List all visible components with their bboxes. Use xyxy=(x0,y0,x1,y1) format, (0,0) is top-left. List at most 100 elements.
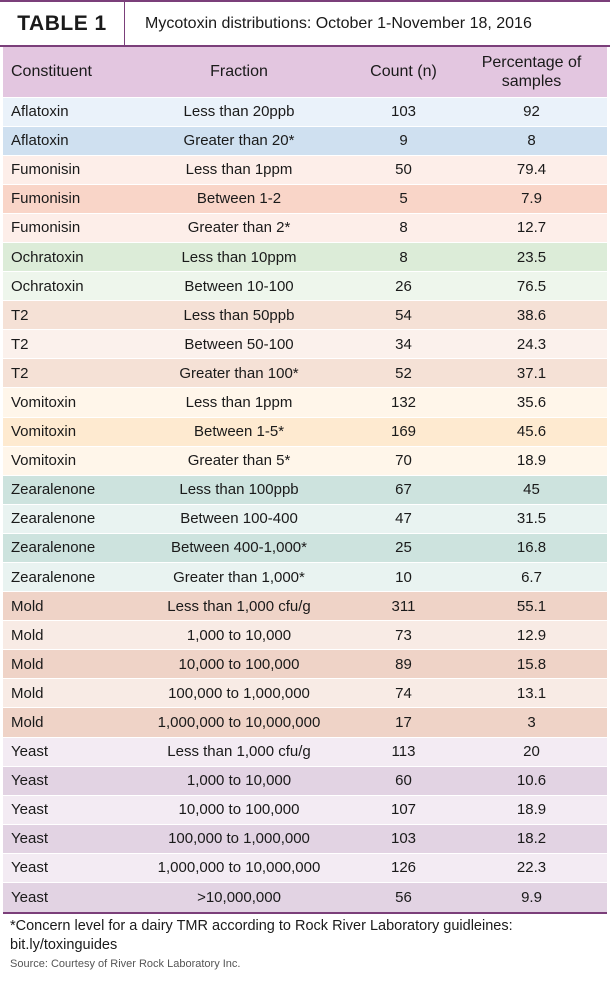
table-row: Vomitoxin Less than 1ppm 132 35.6 xyxy=(3,387,607,418)
cell-percentage: 92 xyxy=(523,103,540,121)
table-row: Vomitoxin Between 1-5* 169 45.6 xyxy=(3,417,607,447)
cell-percentage: 22.3 xyxy=(516,859,547,877)
cell-count: 47 xyxy=(395,510,412,528)
cell-percentage: 16.8 xyxy=(516,539,547,557)
cell-constituent: Zearalenone xyxy=(11,568,96,586)
table-row: Ochratoxin Less than 10ppm 8 23.5 xyxy=(3,242,607,272)
cell-percentage: 45 xyxy=(523,481,540,499)
cell-fraction: Between 1-5* xyxy=(193,423,285,441)
cell-constituent: Mold xyxy=(11,597,44,615)
table-row: Mold 1,000,000 to 10,000,000 17 3 xyxy=(3,707,607,738)
cell-count: 50 xyxy=(395,161,412,179)
cell-percentage: 55.1 xyxy=(516,597,547,615)
cell-percentage: 20 xyxy=(523,743,540,761)
cell-count: 56 xyxy=(395,888,412,906)
cell-fraction: Greater than 20* xyxy=(183,132,295,150)
cell-fraction: Between 400-1,000* xyxy=(171,539,307,557)
table-row: Zearalenone Between 400-1,000* 25 16.8 xyxy=(3,533,607,563)
cell-percentage: 18.9 xyxy=(516,801,547,819)
cell-fraction: Less than 1,000 cfu/g xyxy=(167,743,311,761)
cell-constituent: T2 xyxy=(11,364,29,382)
cell-constituent: Ochratoxin xyxy=(11,277,84,295)
cell-count: 126 xyxy=(390,859,417,877)
cell-fraction: 100,000 to 1,000,000 xyxy=(168,684,310,702)
table-row: Ochratoxin Between 10-100 26 76.5 xyxy=(3,271,607,301)
cell-fraction: 1,000 to 10,000 xyxy=(186,772,292,790)
cell-fraction: 10,000 to 100,000 xyxy=(178,655,300,673)
source-credit: Source: Courtesy of River Rock Laborator… xyxy=(10,957,241,970)
cell-constituent: Yeast xyxy=(11,859,48,877)
table-row: Yeast 1,000 to 10,000 60 10.6 xyxy=(3,766,607,796)
table-row: Yeast 100,000 to 1,000,000 103 18.2 xyxy=(3,824,607,854)
cell-constituent: Ochratoxin xyxy=(11,248,84,266)
cell-constituent: Yeast xyxy=(11,888,48,906)
cell-percentage: 35.6 xyxy=(516,393,547,411)
cell-count: 103 xyxy=(390,830,417,848)
cell-count: 8 xyxy=(399,219,408,237)
cell-fraction: Between 10-100 xyxy=(184,277,294,295)
cell-fraction: Less than 100ppb xyxy=(179,481,299,499)
cell-fraction: 10,000 to 100,000 xyxy=(178,801,300,819)
cell-constituent: Yeast xyxy=(11,801,48,819)
cell-count: 74 xyxy=(395,684,412,702)
footer-rule xyxy=(3,911,607,914)
cell-fraction: Between 100-400 xyxy=(180,510,298,528)
cell-percentage: 15.8 xyxy=(516,655,547,673)
cell-constituent: Fumonisin xyxy=(11,219,81,237)
cell-constituent: Aflatoxin xyxy=(11,103,69,121)
cell-percentage: 12.9 xyxy=(516,626,547,644)
cell-percentage: 18.2 xyxy=(516,830,547,848)
cell-percentage: 8 xyxy=(527,132,536,150)
cell-fraction: >10,000,000 xyxy=(197,888,281,906)
table-row: Zearalenone Greater than 1,000* 10 6.7 xyxy=(3,562,607,592)
table-row: Yeast 1,000,000 to 10,000,000 126 22.3 xyxy=(3,853,607,883)
cell-constituent: Zearalenone xyxy=(11,510,96,528)
cell-count: 132 xyxy=(390,393,417,411)
cell-count: 8 xyxy=(399,248,408,266)
cell-fraction: Less than 1ppm xyxy=(185,161,293,179)
cell-fraction: 100,000 to 1,000,000 xyxy=(168,830,310,848)
table-row: Yeast 10,000 to 100,000 107 18.9 xyxy=(3,795,607,825)
cell-constituent: Mold xyxy=(11,655,44,673)
cell-count: 107 xyxy=(390,801,417,819)
cell-constituent: Vomitoxin xyxy=(11,452,77,470)
cell-fraction: Between 1-2 xyxy=(196,190,282,208)
table-row: Vomitoxin Greater than 5* 70 18.9 xyxy=(3,446,607,476)
cell-count: 26 xyxy=(395,277,412,295)
cell-fraction: Greater than 2* xyxy=(187,219,291,237)
cell-percentage: 38.6 xyxy=(516,306,547,324)
cell-constituent: Zearalenone xyxy=(11,539,96,557)
cell-count: 70 xyxy=(395,452,412,470)
header-percentage: Percentage of samples xyxy=(481,53,582,90)
cell-fraction: Greater than 1,000* xyxy=(173,568,305,586)
cell-percentage: 37.1 xyxy=(516,364,547,382)
cell-fraction: Less than 20ppb xyxy=(183,103,295,121)
cell-count: 73 xyxy=(395,626,412,644)
cell-fraction: Less than 1,000 cfu/g xyxy=(167,597,311,615)
cell-fraction: Less than 50ppb xyxy=(183,306,295,324)
cell-count: 113 xyxy=(391,743,416,761)
cell-count: 103 xyxy=(390,103,417,121)
cell-percentage: 9.9 xyxy=(521,888,542,906)
cell-fraction: Less than 10ppm xyxy=(181,248,297,266)
cell-fraction: Between 50-100 xyxy=(184,335,294,353)
cell-count: 311 xyxy=(391,597,416,615)
cell-constituent: Yeast xyxy=(11,830,48,848)
table-row: Zearalenone Between 100-400 47 31.5 xyxy=(3,504,607,534)
cell-count: 169 xyxy=(390,423,417,441)
table-row: T2 Between 50-100 34 24.3 xyxy=(3,329,607,359)
table-row: Fumonisin Between 1-2 5 7.9 xyxy=(3,184,607,214)
cell-percentage: 45.6 xyxy=(516,423,547,441)
cell-count: 9 xyxy=(399,132,408,150)
table-row: Yeast >10,000,000 56 9.9 xyxy=(3,882,607,912)
header-row: Constituent Fraction Count (n) Percentag… xyxy=(3,47,607,97)
table-title: Mycotoxin distributions: October 1-Novem… xyxy=(145,14,532,32)
cell-constituent: Mold xyxy=(11,626,44,644)
cell-percentage: 7.9 xyxy=(521,190,542,208)
cell-count: 60 xyxy=(395,772,412,790)
cell-percentage: 18.9 xyxy=(516,452,547,470)
cell-fraction: 1,000,000 to 10,000,000 xyxy=(157,859,321,877)
table-row: Fumonisin Greater than 2* 8 12.7 xyxy=(3,213,607,243)
cell-count: 34 xyxy=(395,335,412,353)
